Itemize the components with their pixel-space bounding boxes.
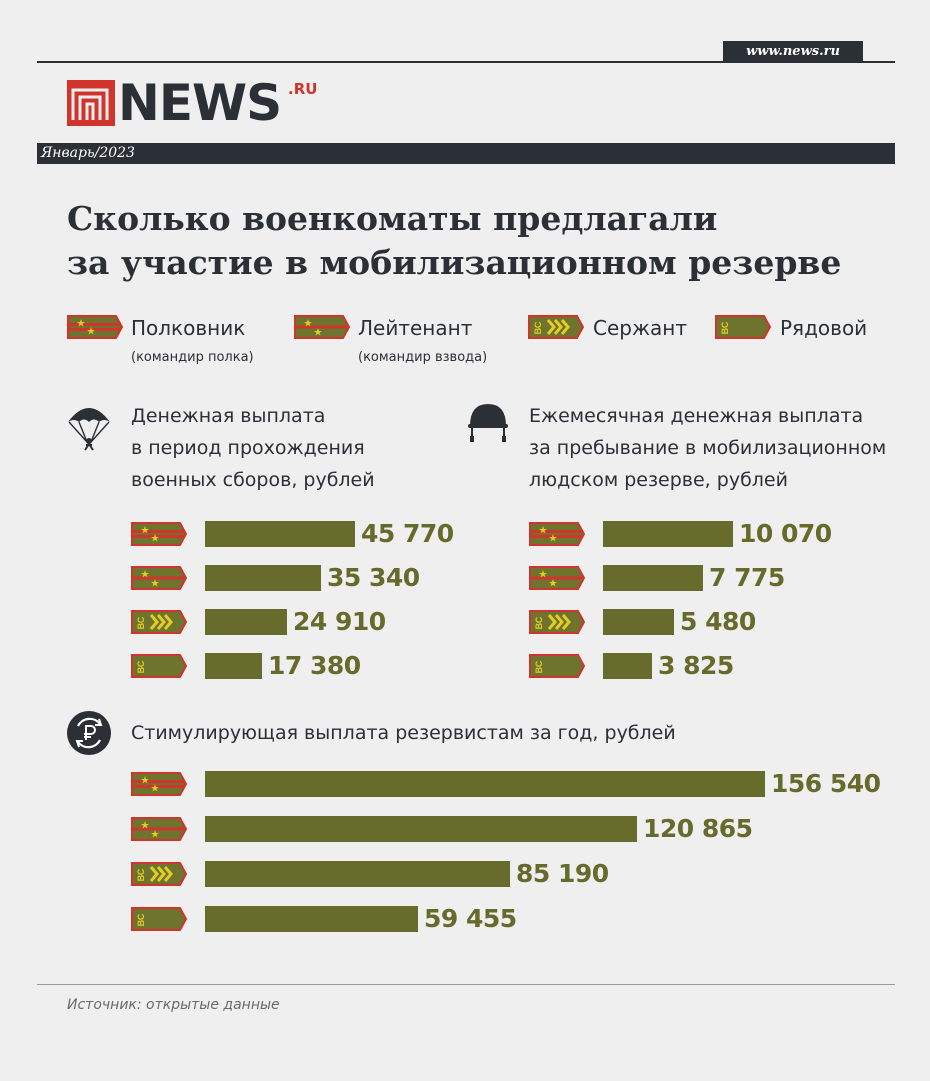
private-strap-icon: ВС: [715, 315, 772, 339]
legend-colonel-label: Полковник: [131, 316, 246, 340]
bar-value-sergeant: 5 480: [680, 607, 756, 636]
logo-icon: [67, 80, 115, 126]
sergeant-strap-icon: ВС: [131, 862, 188, 886]
bar-value-private: 59 455: [424, 904, 517, 933]
legend-lieutenant-label: Лейтенант: [358, 316, 473, 340]
title-line-1: Сколько военкоматы предлагали: [67, 199, 718, 238]
colonel-strap-icon: [131, 772, 188, 796]
section2-caption: Ежемесячная денежная выплата за пребыван…: [529, 400, 886, 496]
bar-sergeant: [603, 609, 674, 635]
bar-insignia-private: ВС: [131, 652, 188, 685]
svg-text:ВС: ВС: [720, 321, 730, 334]
legend-sergeant-strap: ВС: [528, 313, 585, 346]
svg-text:ВС: ВС: [533, 321, 543, 334]
svg-text:ВС: ВС: [136, 913, 146, 926]
bar-value-colonel: 156 540: [771, 769, 881, 798]
section2-line-3: людском резерве, рублей: [529, 469, 788, 491]
bar-lieutenant: [205, 816, 637, 842]
lieutenant-strap-icon: [294, 315, 351, 339]
bar-value-lieutenant: 7 775: [709, 563, 785, 592]
lieutenant-strap-icon: [131, 566, 188, 590]
parachute-icon: [68, 408, 110, 451]
legend-colonel-sub: (командир полка): [131, 350, 254, 365]
legend-private-strap: ВС: [715, 313, 772, 346]
bar-insignia-private: ВС: [529, 652, 586, 685]
bar-insignia-sergeant: ВС: [131, 860, 188, 893]
svg-text:ВС: ВС: [534, 660, 544, 673]
section3-line-1: Стимулирующая выплата резервистам за год…: [131, 722, 676, 744]
section1-line-3: военных сборов, рублей: [131, 469, 375, 491]
bar-insignia-colonel: [131, 770, 188, 803]
bar-insignia-sergeant: ВС: [529, 608, 586, 641]
section1-line-1: Денежная выплата: [131, 405, 326, 427]
bar-insignia-private: ВС: [131, 905, 188, 938]
lieutenant-strap-icon: [131, 817, 188, 841]
logo-suffix: .RU: [288, 80, 318, 98]
top-rule: [37, 61, 895, 63]
bar-value-colonel: 45 770: [361, 519, 454, 548]
bar-insignia-colonel: [131, 520, 188, 553]
bar-value-sergeant: 24 910: [293, 607, 386, 636]
page-title: Сколько военкоматы предлагали за участие…: [67, 197, 887, 285]
bar-private: [603, 653, 652, 679]
legend-sergeant-label: Сержант: [593, 316, 687, 340]
sergeant-strap-icon: ВС: [528, 315, 585, 339]
bar-lieutenant: [205, 565, 321, 591]
bar-insignia-lieutenant: [529, 564, 586, 597]
svg-text:ВС: ВС: [136, 660, 146, 673]
svg-text:ВС: ВС: [136, 868, 146, 881]
section1-line-2: в период прохождения: [131, 437, 365, 459]
bar-colonel: [205, 771, 765, 797]
lieutenant-strap-icon: [529, 566, 586, 590]
private-strap-icon: ВС: [131, 907, 188, 931]
bar-insignia-lieutenant: [131, 564, 188, 597]
bar-colonel: [205, 521, 355, 547]
source-note: Источник: открытые данные: [67, 997, 280, 1013]
sergeant-strap-icon: ВС: [529, 610, 586, 634]
colonel-strap-icon: [529, 522, 586, 546]
title-line-2: за участие в мобилизационном резерве: [67, 243, 842, 282]
legend-colonel-strap: [67, 313, 124, 346]
bar-lieutenant: [603, 565, 703, 591]
sergeant-strap-icon: ВС: [131, 610, 188, 634]
helmet-icon: [468, 404, 508, 442]
bar-private: [205, 653, 262, 679]
private-strap-icon: ВС: [529, 654, 586, 678]
bar-value-private: 17 380: [268, 651, 361, 680]
site-url-tab: www.news.ru: [723, 41, 863, 63]
bar-private: [205, 906, 418, 932]
date-label: Январь/2023: [41, 145, 135, 161]
bar-insignia-colonel: [529, 520, 586, 553]
bar-insignia-sergeant: ВС: [131, 608, 188, 641]
colonel-strap-icon: [131, 522, 188, 546]
private-strap-icon: ВС: [131, 654, 188, 678]
rouble-cycle-icon: [67, 711, 111, 755]
colonel-strap-icon: [67, 315, 124, 339]
bar-insignia-lieutenant: [131, 815, 188, 848]
date-bar: [37, 143, 895, 164]
svg-text:ВС: ВС: [136, 616, 146, 629]
bar-value-colonel: 10 070: [739, 519, 832, 548]
legend-lieutenant-sub: (командир взвода): [358, 350, 488, 365]
bar-value-sergeant: 85 190: [516, 859, 609, 888]
legend-lieutenant-strap: [294, 313, 351, 346]
legend-private-label: Рядовой: [780, 316, 868, 340]
section3-caption: Стимулирующая выплата резервистам за год…: [131, 717, 676, 749]
bottom-rule: [37, 984, 895, 985]
bar-colonel: [603, 521, 733, 547]
section2-line-2: за пребывание в мобилизационном: [529, 437, 887, 459]
bar-sergeant: [205, 861, 510, 887]
bar-value-private: 3 825: [658, 651, 734, 680]
bar-sergeant: [205, 609, 287, 635]
logo-text: NEWS: [118, 74, 282, 132]
bar-value-lieutenant: 35 340: [327, 563, 420, 592]
svg-text:ВС: ВС: [534, 616, 544, 629]
bar-value-lieutenant: 120 865: [643, 814, 753, 843]
section2-line-1: Ежемесячная денежная выплата: [529, 405, 864, 427]
section1-caption: Денежная выплата в период прохождения во…: [131, 400, 375, 496]
